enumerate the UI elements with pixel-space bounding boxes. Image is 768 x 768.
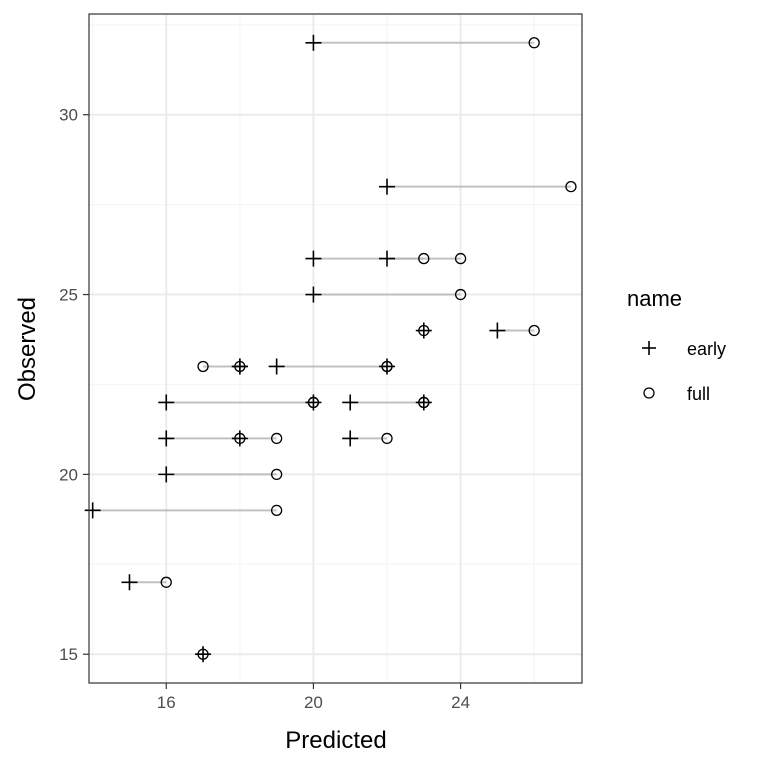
y-tick-label: 15 [59, 645, 78, 664]
early-point [305, 286, 322, 303]
early-point [342, 394, 359, 411]
early-point [84, 502, 101, 519]
early-point [305, 250, 322, 267]
full-point [160, 576, 172, 588]
x-tick-label: 16 [157, 693, 176, 712]
x-tick-label: 24 [451, 693, 470, 712]
early-point [305, 34, 322, 51]
full-point [418, 396, 430, 409]
legend-label-full: full [687, 384, 710, 404]
early-point [158, 466, 175, 483]
early-point [231, 430, 248, 447]
x-axis-title: Predicted [285, 727, 386, 754]
full-point [270, 468, 283, 481]
early-point [121, 574, 138, 591]
panel-background [89, 14, 582, 683]
full-point [197, 360, 209, 373]
panel-border [88, 13, 583, 684]
full-point [528, 37, 540, 49]
early-point [158, 394, 175, 411]
legend: name early full [627, 286, 726, 404]
early-point [342, 430, 359, 447]
y-tick-label: 20 [59, 465, 78, 484]
full-point [307, 396, 320, 409]
full-point [454, 288, 467, 301]
legend-title: name [627, 286, 682, 311]
full-point [565, 180, 577, 193]
minor-grid [89, 14, 582, 683]
full-point [418, 324, 430, 337]
points [84, 34, 577, 663]
legend-key-early [642, 341, 656, 355]
full-point [418, 252, 430, 265]
full-point [197, 648, 209, 660]
legend-key-full [643, 387, 655, 399]
y-tick-label: 30 [59, 106, 78, 125]
segments [92, 41, 571, 584]
full-point [234, 360, 246, 373]
full-point [528, 324, 540, 337]
y-axis: 15 20 25 30 [59, 106, 89, 664]
early-point [489, 322, 506, 339]
legend-label-early: early [687, 339, 726, 359]
x-axis: 16 20 24 [157, 683, 470, 712]
full-point [270, 504, 283, 517]
full-point [381, 360, 393, 373]
early-point [158, 430, 175, 447]
full-point [381, 432, 393, 445]
plot-panel [84, 13, 583, 684]
y-axis-title: Observed [14, 297, 41, 401]
early-point [268, 358, 285, 375]
full-point [270, 432, 283, 445]
x-tick-label: 20 [304, 693, 323, 712]
early-point [379, 250, 396, 267]
early-point [379, 178, 396, 195]
full-point [454, 252, 467, 265]
y-tick-label: 25 [59, 286, 78, 305]
